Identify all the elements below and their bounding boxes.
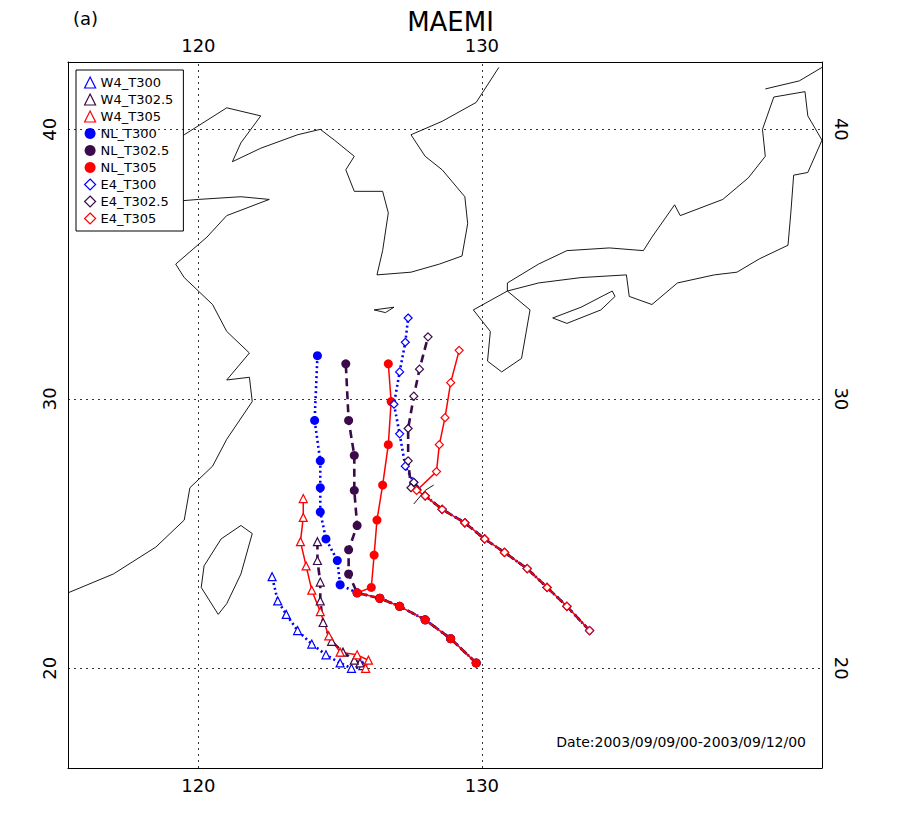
svg-text:Date:2003/09/09/00-2003/09/12/: Date:2003/09/09/00-2003/09/12/00 [556,734,806,750]
svg-text:NL_T302.5: NL_T302.5 [101,143,170,158]
svg-text:(a): (a) [73,8,98,29]
svg-text:NL_T300: NL_T300 [101,126,157,141]
svg-text:W4_T302.5: W4_T302.5 [101,92,174,107]
svg-text:MAEMI: MAEMI [407,7,494,37]
svg-text:E4_T302.5: E4_T302.5 [101,194,169,209]
svg-text:30: 30 [39,387,60,410]
svg-text:40: 40 [831,118,852,141]
svg-text:W4_T300: W4_T300 [101,75,161,90]
svg-text:20: 20 [39,657,60,680]
svg-text:30: 30 [831,387,852,410]
svg-text:E4_T300: E4_T300 [101,177,157,192]
svg-text:130: 130 [465,775,499,796]
svg-text:20: 20 [831,657,852,680]
svg-text:W4_T305: W4_T305 [101,109,161,124]
svg-text:120: 120 [181,35,215,56]
svg-text:130: 130 [465,35,499,56]
svg-text:NL_T305: NL_T305 [101,160,157,175]
svg-text:120: 120 [181,775,215,796]
svg-text:40: 40 [39,118,60,141]
svg-text:E4_T305: E4_T305 [101,211,157,226]
